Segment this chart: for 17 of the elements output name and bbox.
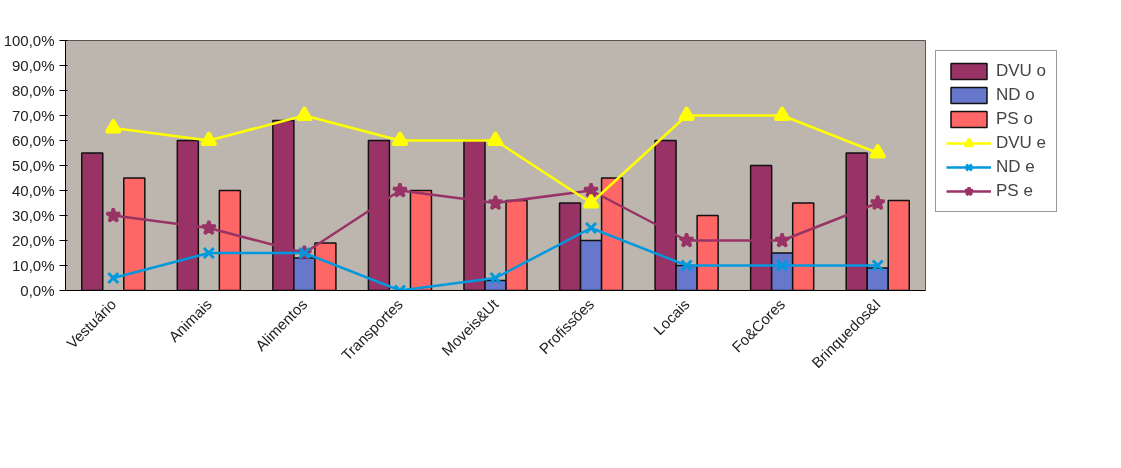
- y-tick-label: 90,0%: [11, 57, 55, 74]
- y-tick-label: 50,0%: [11, 157, 55, 174]
- y-tick-label: 100,0%: [3, 32, 55, 49]
- y-tick-label: 0,0%: [20, 282, 55, 299]
- legend-label: ND e: [996, 157, 1035, 177]
- legend-label: PS e: [996, 181, 1033, 201]
- legend-label: PS o: [996, 109, 1033, 129]
- y-tick-label: 80,0%: [11, 82, 55, 99]
- legend-label: DVU e: [996, 133, 1047, 153]
- y-tick-label: 40,0%: [11, 182, 55, 199]
- y-tick-label: 20,0%: [11, 232, 55, 249]
- legend-label: DVU o: [996, 61, 1047, 81]
- legend-label: ND o: [996, 85, 1035, 105]
- y-tick-label: 10,0%: [11, 257, 55, 274]
- y-tick-label: 30,0%: [11, 207, 55, 224]
- y-tick-label: 70,0%: [11, 107, 55, 124]
- y-tick-label: 60,0%: [11, 132, 55, 149]
